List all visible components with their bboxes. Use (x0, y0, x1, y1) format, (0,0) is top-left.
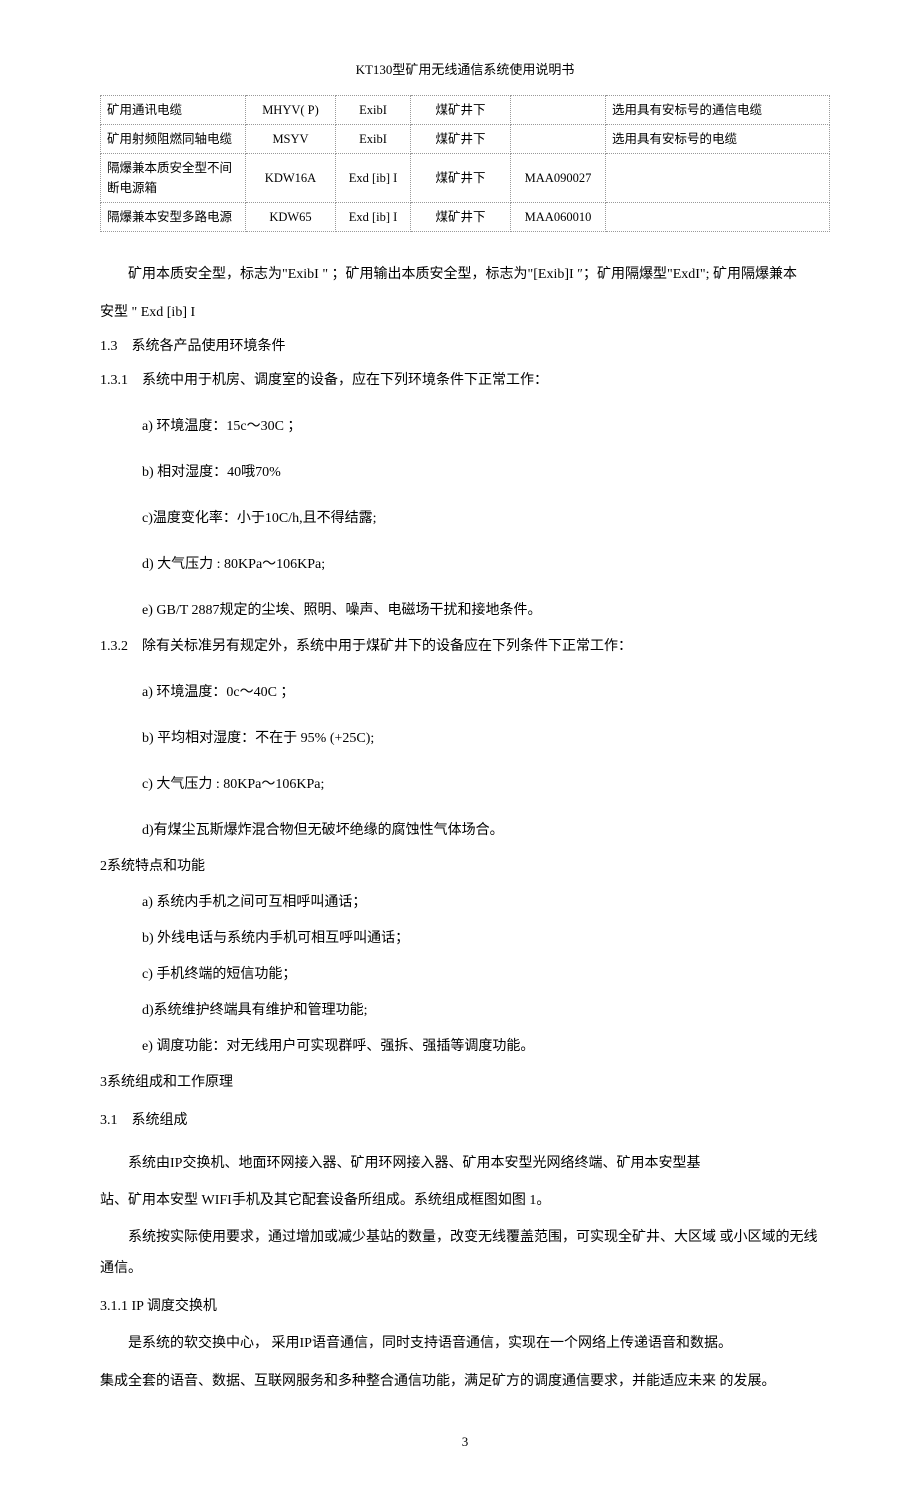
item-2-c: c) 手机终端的短信功能； (142, 961, 830, 989)
table-cell: ExibI (336, 95, 411, 124)
table-cell: 煤矿井下 (411, 124, 511, 153)
section-1-3-title: 系统各产品使用环境条件 (132, 339, 286, 354)
item-1-3-2-d: d)有煤尘瓦斯爆炸混合物但无破坏绝缘的腐蚀性气体场合。 (142, 817, 830, 845)
table-row: 隔爆兼本质安全型不间 断电源箱KDW16AExd [ib] I煤矿井下MAA09… (101, 153, 830, 202)
table-cell: Exd [ib] I (336, 153, 411, 202)
section-3-1-num: 3.1 (100, 1107, 118, 1135)
section-3-1-title: 系统组成 (132, 1113, 188, 1128)
table-cell (606, 153, 830, 202)
table-cell (511, 95, 606, 124)
paragraph-3-1-c: 系统按实际使用要求，通过增加或减少基站的数量，改变无线覆盖范围，可实现全矿井、大… (100, 1223, 830, 1285)
paragraph-3-1-1-a: 是系统的软交换中心， 采用IP语音通信，同时支持语音通信，实现在一个网络上传递语… (100, 1329, 830, 1360)
table-cell: 选用具有安标号的电缆 (606, 124, 830, 153)
page-number: 3 (100, 1432, 830, 1453)
table-cell (606, 202, 830, 231)
section-1-3-1-title: 系统中用于机房、调度室的设备，应在下列环境条件下正常工作： (142, 373, 548, 388)
item-1-3-2-c: c) 大气压力 : 80KPa〜106KPa; (142, 771, 830, 799)
item-1-3-2-b: b) 平均相对湿度：不在于 95% (+25C); (142, 725, 830, 753)
paragraph-3-1-1-b: 集成全套的语音、数据、互联网服务和多种整合通信功能，满足矿方的调度通信要求，并能… (100, 1368, 830, 1396)
paragraph-3-1-b: 站、矿用本安型 WIFI手机及其它配套设备所组成。系统组成框图如图 1。 (100, 1187, 830, 1215)
table-cell: MHYV( P) (246, 95, 336, 124)
table-cell: 选用具有安标号的通信电缆 (606, 95, 830, 124)
table-cell: 隔爆兼本质安全型不间 断电源箱 (101, 153, 246, 202)
section-3-1-1: 3.1.1 IP 调度交换机 (100, 1293, 830, 1321)
table-cell: KDW16A (246, 153, 336, 202)
table-cell: MAA060010 (511, 202, 606, 231)
table-cell: MSYV (246, 124, 336, 153)
section-1-3-1: 1.3.1 系统中用于机房、调度室的设备，应在下列环境条件下正常工作： (100, 367, 830, 395)
table-cell: Exd [ib] I (336, 202, 411, 231)
table-cell: KDW65 (246, 202, 336, 231)
document-title: KT130型矿用无线通信系统使用说明书 (100, 60, 830, 81)
section-1-3-1-num: 1.3.1 (100, 367, 128, 395)
item-1-3-2-a: a) 环境温度：0c〜40C ； (142, 679, 830, 707)
item-2-a: a) 系统内手机之间可互相呼叫通话； (142, 889, 830, 917)
item-1-3-1-e: e) GB/T 2887规定的尘埃、照明、噪声、电磁场干扰和接地条件。 (142, 597, 830, 625)
table-cell: ExibI (336, 124, 411, 153)
table-row: 矿用射频阻燃同轴电缆MSYVExibI煤矿井下 选用具有安标号的电缆 (101, 124, 830, 153)
item-1-3-1-d: d) 大气压力 : 80KPa〜106KPa; (142, 551, 830, 579)
spec-table: 矿用通讯电缆MHYV( P)ExibI煤矿井下选用具有安标号的通信电缆矿用射频阻… (100, 95, 830, 232)
table-cell: MAA090027 (511, 153, 606, 202)
table-cell: 矿用射频阻燃同轴电缆 (101, 124, 246, 153)
item-2-d: d)系统维护终端具有维护和管理功能; (142, 997, 830, 1025)
table-cell: 煤矿井下 (411, 202, 511, 231)
section-1-3-2-num: 1.3.2 (100, 633, 128, 661)
paragraph-safety-marks-a: 矿用本质安全型，标志为"ExibI " ；矿用输出本质安全型，标志为"[Exib… (100, 260, 830, 291)
section-1-3-2: 1.3.2 除有关标准另有规定外，系统中用于煤矿井下的设备应在下列条件下正常工作： (100, 633, 830, 661)
table-cell: 矿用通讯电缆 (101, 95, 246, 124)
section-3-1: 3.1 系统组成 (100, 1107, 830, 1135)
table-row: 矿用通讯电缆MHYV( P)ExibI煤矿井下 选用具有安标号的通信电缆 (101, 95, 830, 124)
section-2: 2系统特点和功能 (100, 853, 830, 881)
table-row: 隔爆兼本安型多路电源KDW65Exd [ib] I煤矿井下MAA060010 (101, 202, 830, 231)
paragraph-3-1-a: 系统由IP交换机、地面环网接入器、矿用环网接入器、矿用本安型光网络终端、矿用本安… (100, 1149, 830, 1180)
item-1-3-1-b: b) 相对湿度：40哦70% (142, 459, 830, 487)
table-cell (511, 124, 606, 153)
section-3: 3系统组成和工作原理 (100, 1069, 830, 1097)
table-cell: 煤矿井下 (411, 95, 511, 124)
item-1-3-1-c: c)温度变化率：小于10C/h,且不得结露; (142, 505, 830, 533)
item-2-e: e) 调度功能：对无线用户可实现群呼、强拆、强插等调度功能。 (142, 1033, 830, 1061)
item-2-b: b) 外线电话与系统内手机可相互呼叫通话； (142, 925, 830, 953)
section-1-3-2-title: 除有关标准另有规定外，系统中用于煤矿井下的设备应在下列条件下正常工作： (142, 639, 632, 654)
section-1-3: 1.3 系统各产品使用环境条件 (100, 333, 830, 361)
section-1-3-num: 1.3 (100, 333, 118, 361)
table-cell: 煤矿井下 (411, 153, 511, 202)
paragraph-safety-marks-b: 安型 " Exd [ib] I (100, 299, 830, 327)
table-cell: 隔爆兼本安型多路电源 (101, 202, 246, 231)
item-1-3-1-a: a) 环境温度：15c〜30C ； (142, 413, 830, 441)
